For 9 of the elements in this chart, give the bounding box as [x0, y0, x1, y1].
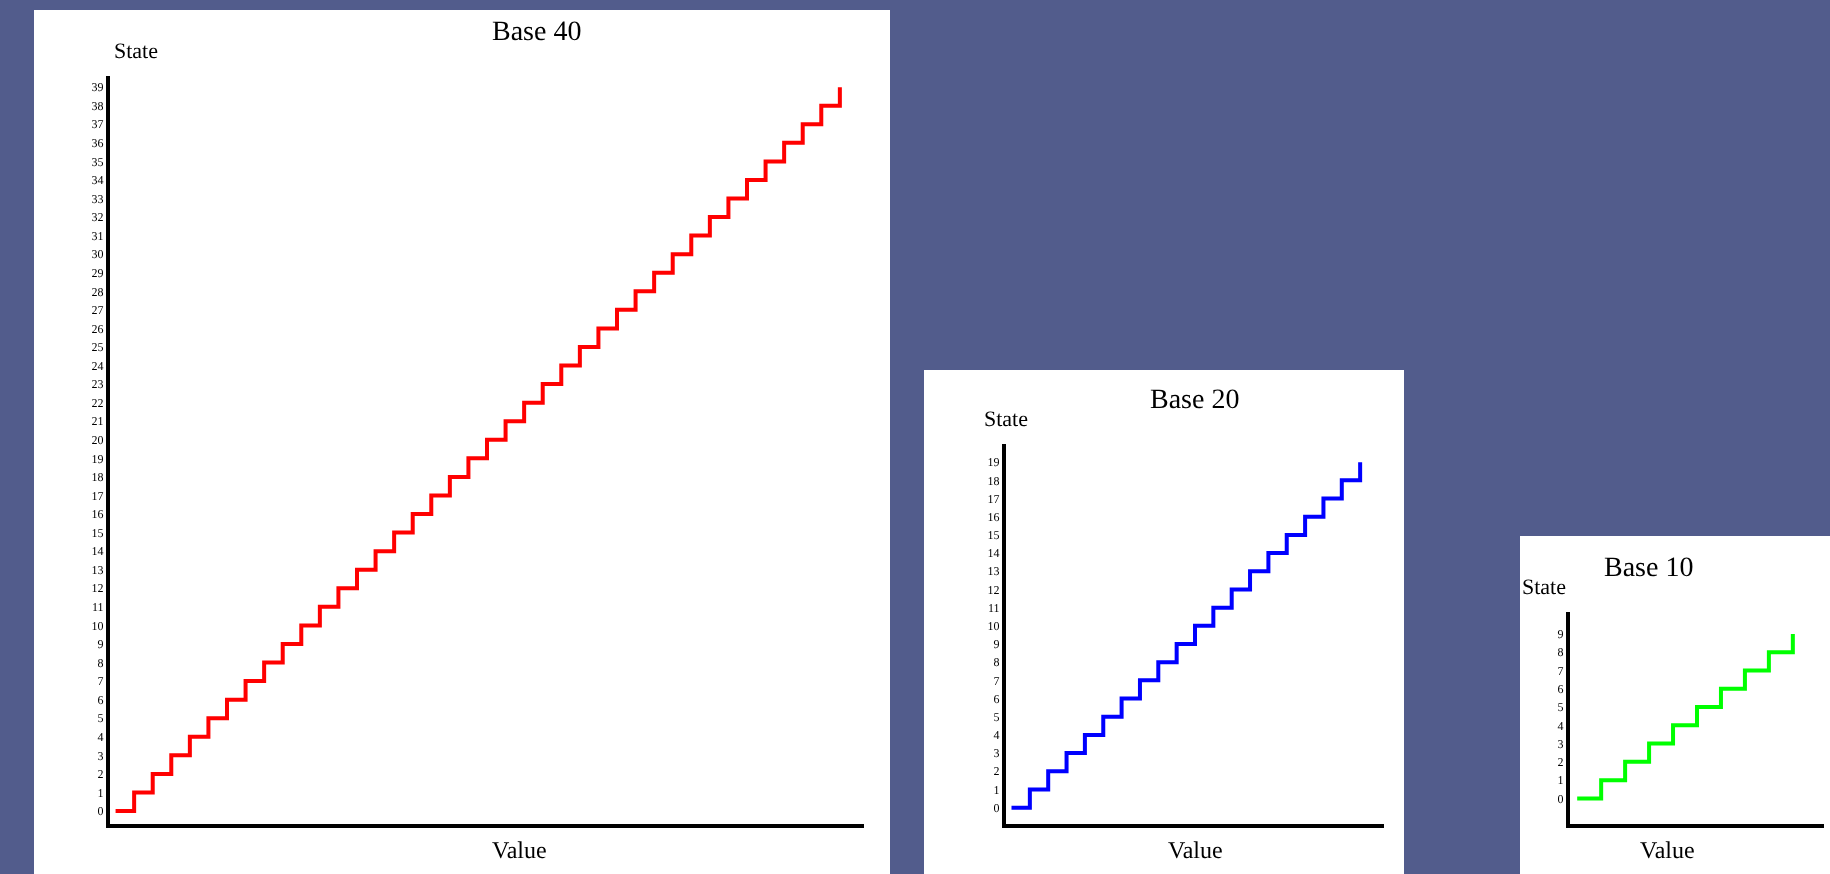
x-axis-title: Value [492, 836, 547, 864]
chart-title: Base 40 [492, 18, 582, 48]
x-axis-title: Value [1640, 836, 1695, 864]
chart-title: Base 20 [1150, 386, 1240, 416]
x-axis-title: Value [1168, 836, 1223, 864]
y-axis-title: State [984, 408, 1029, 432]
y-axis-title: State [114, 40, 159, 64]
chart-title: Base 10 [1604, 554, 1694, 584]
y-axis-title: State [1522, 576, 1567, 600]
